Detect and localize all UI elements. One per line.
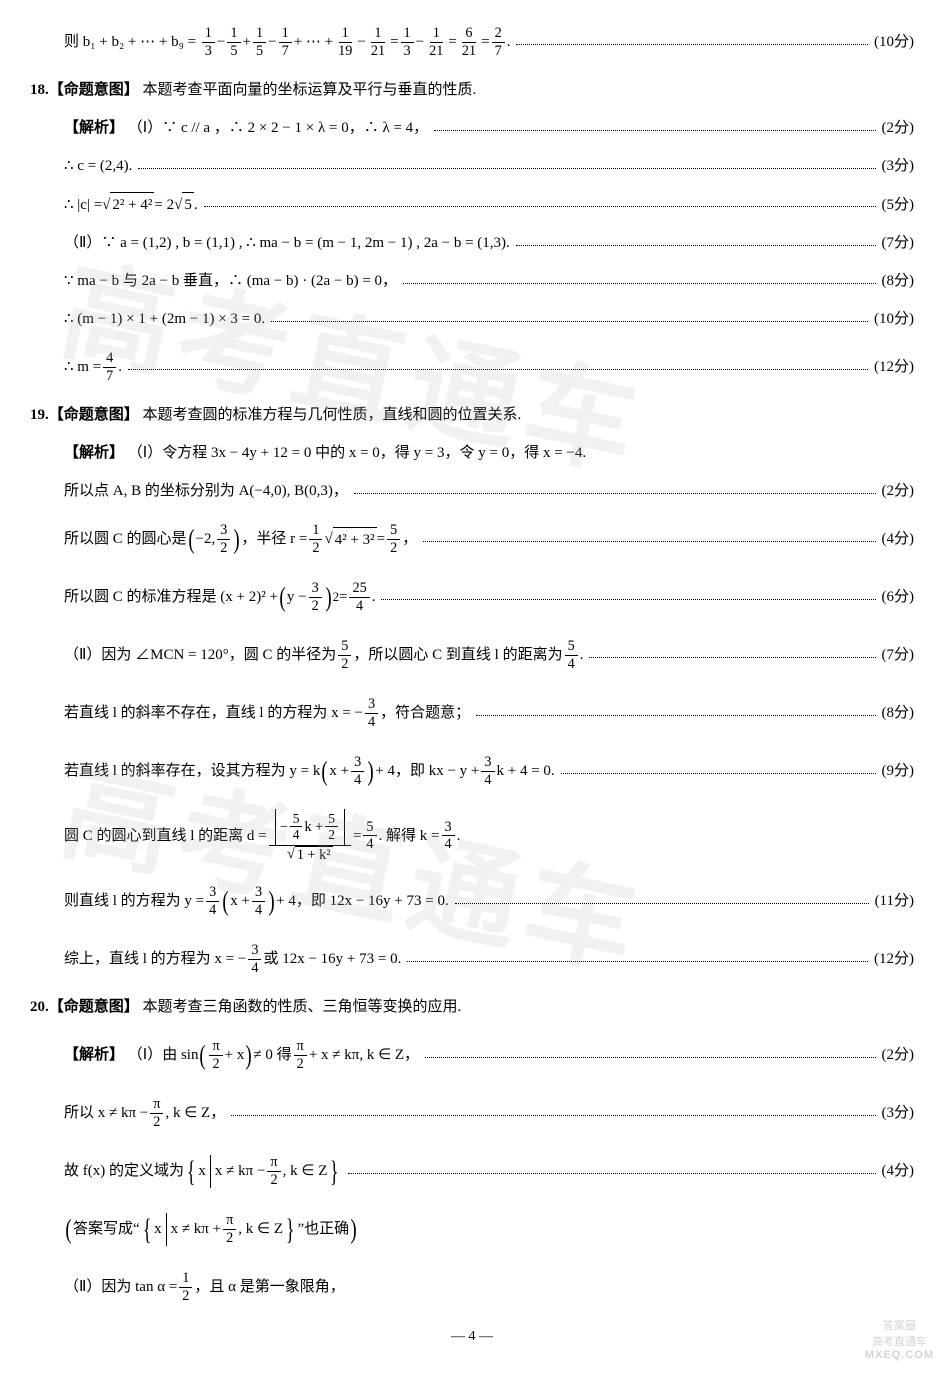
corner-logo: 答案圈 高考直通车 MXEQ.COM — [865, 1317, 934, 1361]
math-line: 【解析】 （Ⅰ）令方程 3x − 4y + 12 = 0 中的 x = 0，得 … — [30, 441, 914, 465]
math-line: 所以点 A, B 的坐标分别为 A(−4,0), B(0,3)， (2分) — [30, 479, 914, 503]
section-tag: 【命题意图】 — [49, 78, 139, 102]
math-line: 若直线 l 的斜率不存在，直线 l 的方程为 x = − 34 ，符合题意； (… — [30, 691, 914, 735]
math-line: 若直线 l 的斜率存在，设其方程为 y = k (x + 34) + 4，即 k… — [30, 749, 914, 793]
question-header: 19. 【命题意图】 本题考查圆的标准方程与几何性质，直线和圆的位置关系. — [30, 403, 914, 427]
math-line: 故 f(x) 的定义域为 {x x ≠ kπ − π2 , k ∈ Z } (4… — [30, 1149, 914, 1193]
math-line: 综上，直线 l 的方程为 x = − 34 或 12x − 16y + 73 =… — [30, 937, 914, 981]
math-line: ( 答案写成“ {x x ≠ kπ + π2 , k ∈ Z } ”也正确 ) — [30, 1207, 914, 1251]
math-line: （Ⅱ）因为 tan α = 12 ，且 α 是第一象限角， — [30, 1265, 914, 1309]
math-line: 则直线 l 的方程为 y = 34 (x + 34) + 4，即 12x − 1… — [30, 879, 914, 923]
math-line: 所以圆 C 的标准方程是 (x + 2)² + (y − 32)2 = 254 … — [30, 575, 914, 619]
math-line: 则 b₁ + b₂ + ⋯ + b₉ = 13 − 15 + 15 − 17 +… — [30, 20, 914, 64]
math-line: ∵ ma − b 与 2a − b 垂直，∴ (ma − b) · (2a − … — [30, 269, 914, 293]
text: 本题考查平面向量的坐标运算及平行与垂直的性质. — [143, 78, 477, 102]
math-line: 所以圆 C 的圆心是 (−2, 32) ，半径 r = 12 √4² + 3² … — [30, 517, 914, 561]
question-number: 18. — [30, 78, 49, 102]
math-line: ∴ c = (2,4). (3分) — [30, 154, 914, 178]
score: (10分) — [874, 30, 914, 54]
math-line: 圆 C 的圆心到直线 l 的距离 d = − 54k + 52 √1 + k² … — [30, 807, 914, 865]
math-line: 【解析】 （Ⅰ）由 sin (π2 + x) ≠ 0 得 π2 + x ≠ kπ… — [30, 1033, 914, 1077]
math-line: （Ⅱ）∵ a = (1,2) , b = (1,1) , ∴ ma − b = … — [30, 231, 914, 255]
math-line: 【解析】 （Ⅰ）∵ c // a ，∴ 2 × 2 − 1 × λ = 0，∴ … — [30, 116, 914, 140]
math-line: 所以 x ≠ kπ − π2 , k ∈ Z， (3分) — [30, 1091, 914, 1135]
page-number: — 4 — — [30, 1329, 914, 1345]
math-line: ∴ (m − 1) × 1 + (2m − 1) × 3 = 0. (10分) — [30, 307, 914, 331]
question-header: 18. 【命题意图】 本题考查平面向量的坐标运算及平行与垂直的性质. — [30, 78, 914, 102]
math-line: ∴ |c| = √2² + 4² = 2 √5 . (5分) — [30, 192, 914, 217]
question-header: 20. 【命题意图】 本题考查三角函数的性质、三角恒等变换的应用. — [30, 995, 914, 1019]
math-line: ∴ m = 47 . (12分) — [30, 345, 914, 389]
text: 则 b₁ + b₂ + ⋯ + b₉ = — [64, 30, 196, 54]
math-line: （Ⅱ）因为 ∠MCN = 120°，圆 C 的半径为 52 ，所以圆心 C 到直… — [30, 633, 914, 677]
